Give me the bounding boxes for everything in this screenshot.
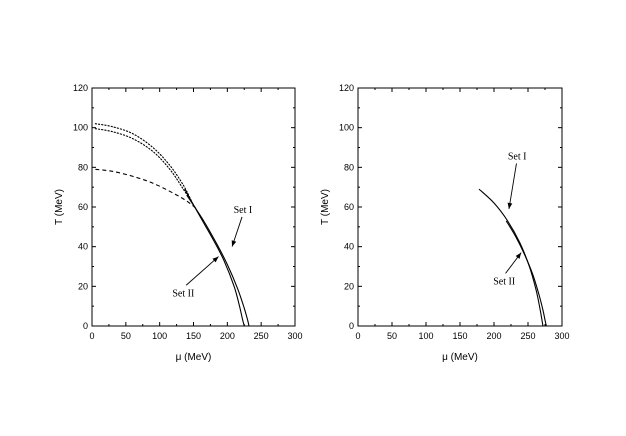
y-tick-label: 0 — [83, 321, 88, 331]
y-tick-label: 20 — [78, 281, 88, 291]
series-line-4 — [186, 194, 250, 327]
x-tick-label: 250 — [520, 331, 535, 341]
chart-left: 0 50 100 150 200 250 300 0 20 40 60 80 100 120 μ (MeV)… — [54, 83, 303, 363]
annotation-label: Set I — [508, 151, 527, 162]
y-tick-label: 120 — [339, 83, 354, 93]
x-tick-label: 0 — [89, 331, 94, 341]
x-tick-label: 50 — [387, 331, 397, 341]
x-tick-label: 100 — [152, 331, 167, 341]
y-tick-label: 100 — [339, 123, 354, 133]
x-tick-label: 200 — [220, 331, 235, 341]
y-tick-label: 80 — [344, 162, 354, 172]
series-line-2 — [95, 168, 198, 210]
x-tick-label: 300 — [554, 331, 569, 341]
y-axis-label: T (MeV) — [54, 189, 65, 225]
x-tick-label: 300 — [287, 331, 302, 341]
chart-right: 0 50 100 150 200 250 300 0 20 40 60 80 100 120 μ (MeV)… — [320, 83, 570, 363]
y-tick-label: 20 — [344, 281, 354, 291]
y-tick-label: 60 — [344, 202, 354, 212]
series-line-1 — [94, 128, 195, 206]
x-tick-label: 150 — [186, 331, 201, 341]
y-tick-label: 0 — [349, 321, 354, 331]
annotation-label: Set II — [493, 276, 515, 287]
series-line-3 — [184, 188, 245, 327]
y-tick-label: 40 — [78, 242, 88, 252]
x-tick-label: 200 — [486, 331, 501, 341]
series-line-1 — [505, 220, 547, 327]
arrow-head — [507, 202, 513, 209]
x-tick-label: 0 — [355, 331, 360, 341]
arrow-head — [515, 252, 522, 259]
plot-frame — [357, 87, 563, 327]
x-axis-label: μ (MeV) — [442, 352, 478, 363]
annotation-label: Set II — [172, 288, 194, 299]
x-axis-label: μ (MeV) — [176, 352, 212, 363]
x-tick-label: 250 — [254, 331, 269, 341]
y-axis-label: T (MeV) — [320, 189, 331, 225]
y-tick-label: 120 — [73, 83, 88, 93]
x-tick-label: 100 — [418, 331, 433, 341]
series-line-0 — [94, 123, 193, 202]
y-tick-label: 100 — [73, 123, 88, 133]
arrow-head — [212, 256, 219, 263]
y-tick-label: 60 — [78, 202, 88, 212]
y-tick-label: 80 — [78, 162, 88, 172]
series-line-0 — [478, 188, 544, 327]
arrow-head — [231, 240, 237, 247]
annotation-arrow — [508, 163, 517, 210]
x-tick-label: 50 — [121, 331, 131, 341]
x-tick-label: 150 — [452, 331, 467, 341]
annotation-label: Set I — [234, 205, 253, 216]
y-tick-label: 40 — [344, 242, 354, 252]
annotation-arrow — [185, 256, 219, 286]
